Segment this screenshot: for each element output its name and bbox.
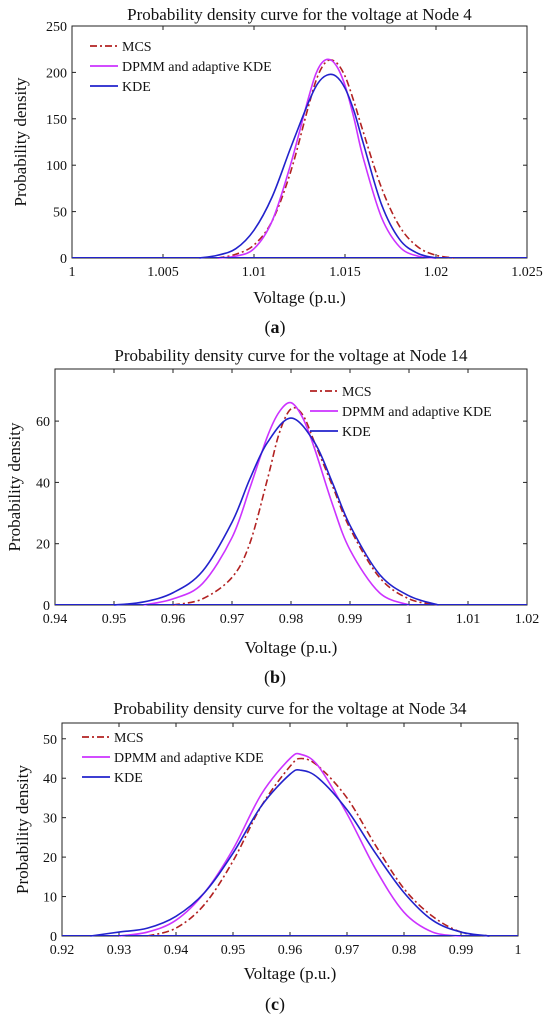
series-line-mcs <box>147 757 490 937</box>
x-tick-label: 1.025 <box>511 265 543 280</box>
x-tick-label: 1 <box>515 943 522 958</box>
y-tick-label: 0 <box>60 252 67 267</box>
series-line-kde <box>90 768 490 937</box>
legend-entry: MCS <box>122 40 152 55</box>
chart-title: Probability density curve for the voltag… <box>114 346 468 365</box>
legend-entry: MCS <box>114 731 144 746</box>
x-tick-label: 0.94 <box>43 612 68 627</box>
x-tick-label: 0.97 <box>335 943 360 958</box>
chart-panel-2: Probability density curve for the voltag… <box>5 346 539 657</box>
series-line-dpmm-and-adaptive-kde <box>143 401 410 606</box>
y-axis-label: Probability density <box>11 77 30 206</box>
y-axis-label: Probability density <box>13 765 32 894</box>
series-line-dpmm-and-adaptive-kde <box>118 752 462 937</box>
x-tick-label: 1.01 <box>456 612 481 627</box>
panel-label-a: (a) <box>265 317 286 338</box>
x-tick-label: 0.96 <box>278 943 303 958</box>
y-axis-label: Probability density <box>5 422 24 551</box>
x-tick-label: 1.01 <box>242 265 267 280</box>
series-line-mcs <box>172 406 439 606</box>
x-tick-label: 0.96 <box>161 612 186 627</box>
series-line-dpmm-and-adaptive-kde <box>217 58 437 259</box>
y-tick-label: 200 <box>46 66 67 81</box>
x-tick-label: 0.93 <box>107 943 132 958</box>
series-line-mcs <box>217 59 455 259</box>
chart-title: Probability density curve for the voltag… <box>113 699 467 718</box>
y-tick-label: 0 <box>43 599 50 614</box>
x-tick-label: 1.02 <box>515 612 540 627</box>
y-tick-label: 30 <box>43 812 57 827</box>
x-tick-label: 0.95 <box>221 943 246 958</box>
legend-entry: DPMM and adaptive KDE <box>114 751 264 766</box>
x-axis-label: Voltage (p.u.) <box>245 638 338 657</box>
x-axis-label: Voltage (p.u.) <box>253 288 346 307</box>
series-line-kde <box>199 73 437 259</box>
chart-panel-1: Probability density curve for the voltag… <box>11 5 543 307</box>
x-tick-label: 1.02 <box>424 265 449 280</box>
x-tick-label: 0.98 <box>392 943 417 958</box>
x-tick-label: 0.98 <box>279 612 304 627</box>
y-tick-label: 50 <box>43 733 57 748</box>
x-tick-label: 0.99 <box>449 943 474 958</box>
series-line-kde <box>113 417 439 606</box>
legend-entry: KDE <box>342 425 371 440</box>
x-tick-label: 0.94 <box>164 943 189 958</box>
legend-entry: KDE <box>114 771 143 786</box>
legend-entry: MCS <box>342 385 372 400</box>
y-tick-label: 0 <box>50 930 57 945</box>
y-tick-label: 100 <box>46 159 67 174</box>
y-tick-label: 50 <box>53 206 67 221</box>
x-tick-label: 0.95 <box>102 612 127 627</box>
legend-entry: DPMM and adaptive KDE <box>122 60 272 75</box>
panel-label-c: (c) <box>265 994 285 1015</box>
x-tick-label: 1.005 <box>147 265 179 280</box>
x-tick-label: 1.015 <box>329 265 361 280</box>
y-tick-label: 40 <box>36 476 50 491</box>
x-tick-label: 1 <box>406 612 413 627</box>
legend-entry: KDE <box>122 80 151 95</box>
x-tick-label: 0.99 <box>338 612 363 627</box>
y-tick-label: 40 <box>43 772 57 787</box>
x-tick-label: 0.92 <box>50 943 75 958</box>
y-tick-label: 10 <box>43 891 57 906</box>
y-tick-label: 20 <box>36 538 50 553</box>
x-axis-label: Voltage (p.u.) <box>244 964 337 983</box>
x-tick-label: 0.97 <box>220 612 245 627</box>
x-tick-label: 1 <box>69 265 76 280</box>
y-tick-label: 20 <box>43 851 57 866</box>
y-tick-label: 60 <box>36 415 50 430</box>
y-tick-label: 150 <box>46 113 67 128</box>
y-tick-label: 250 <box>46 20 67 35</box>
panel-label-b: (b) <box>264 667 286 688</box>
chart-panel-3: Probability density curve for the voltag… <box>13 699 522 983</box>
legend-entry: DPMM and adaptive KDE <box>342 405 492 420</box>
chart-title: Probability density curve for the voltag… <box>127 5 472 24</box>
